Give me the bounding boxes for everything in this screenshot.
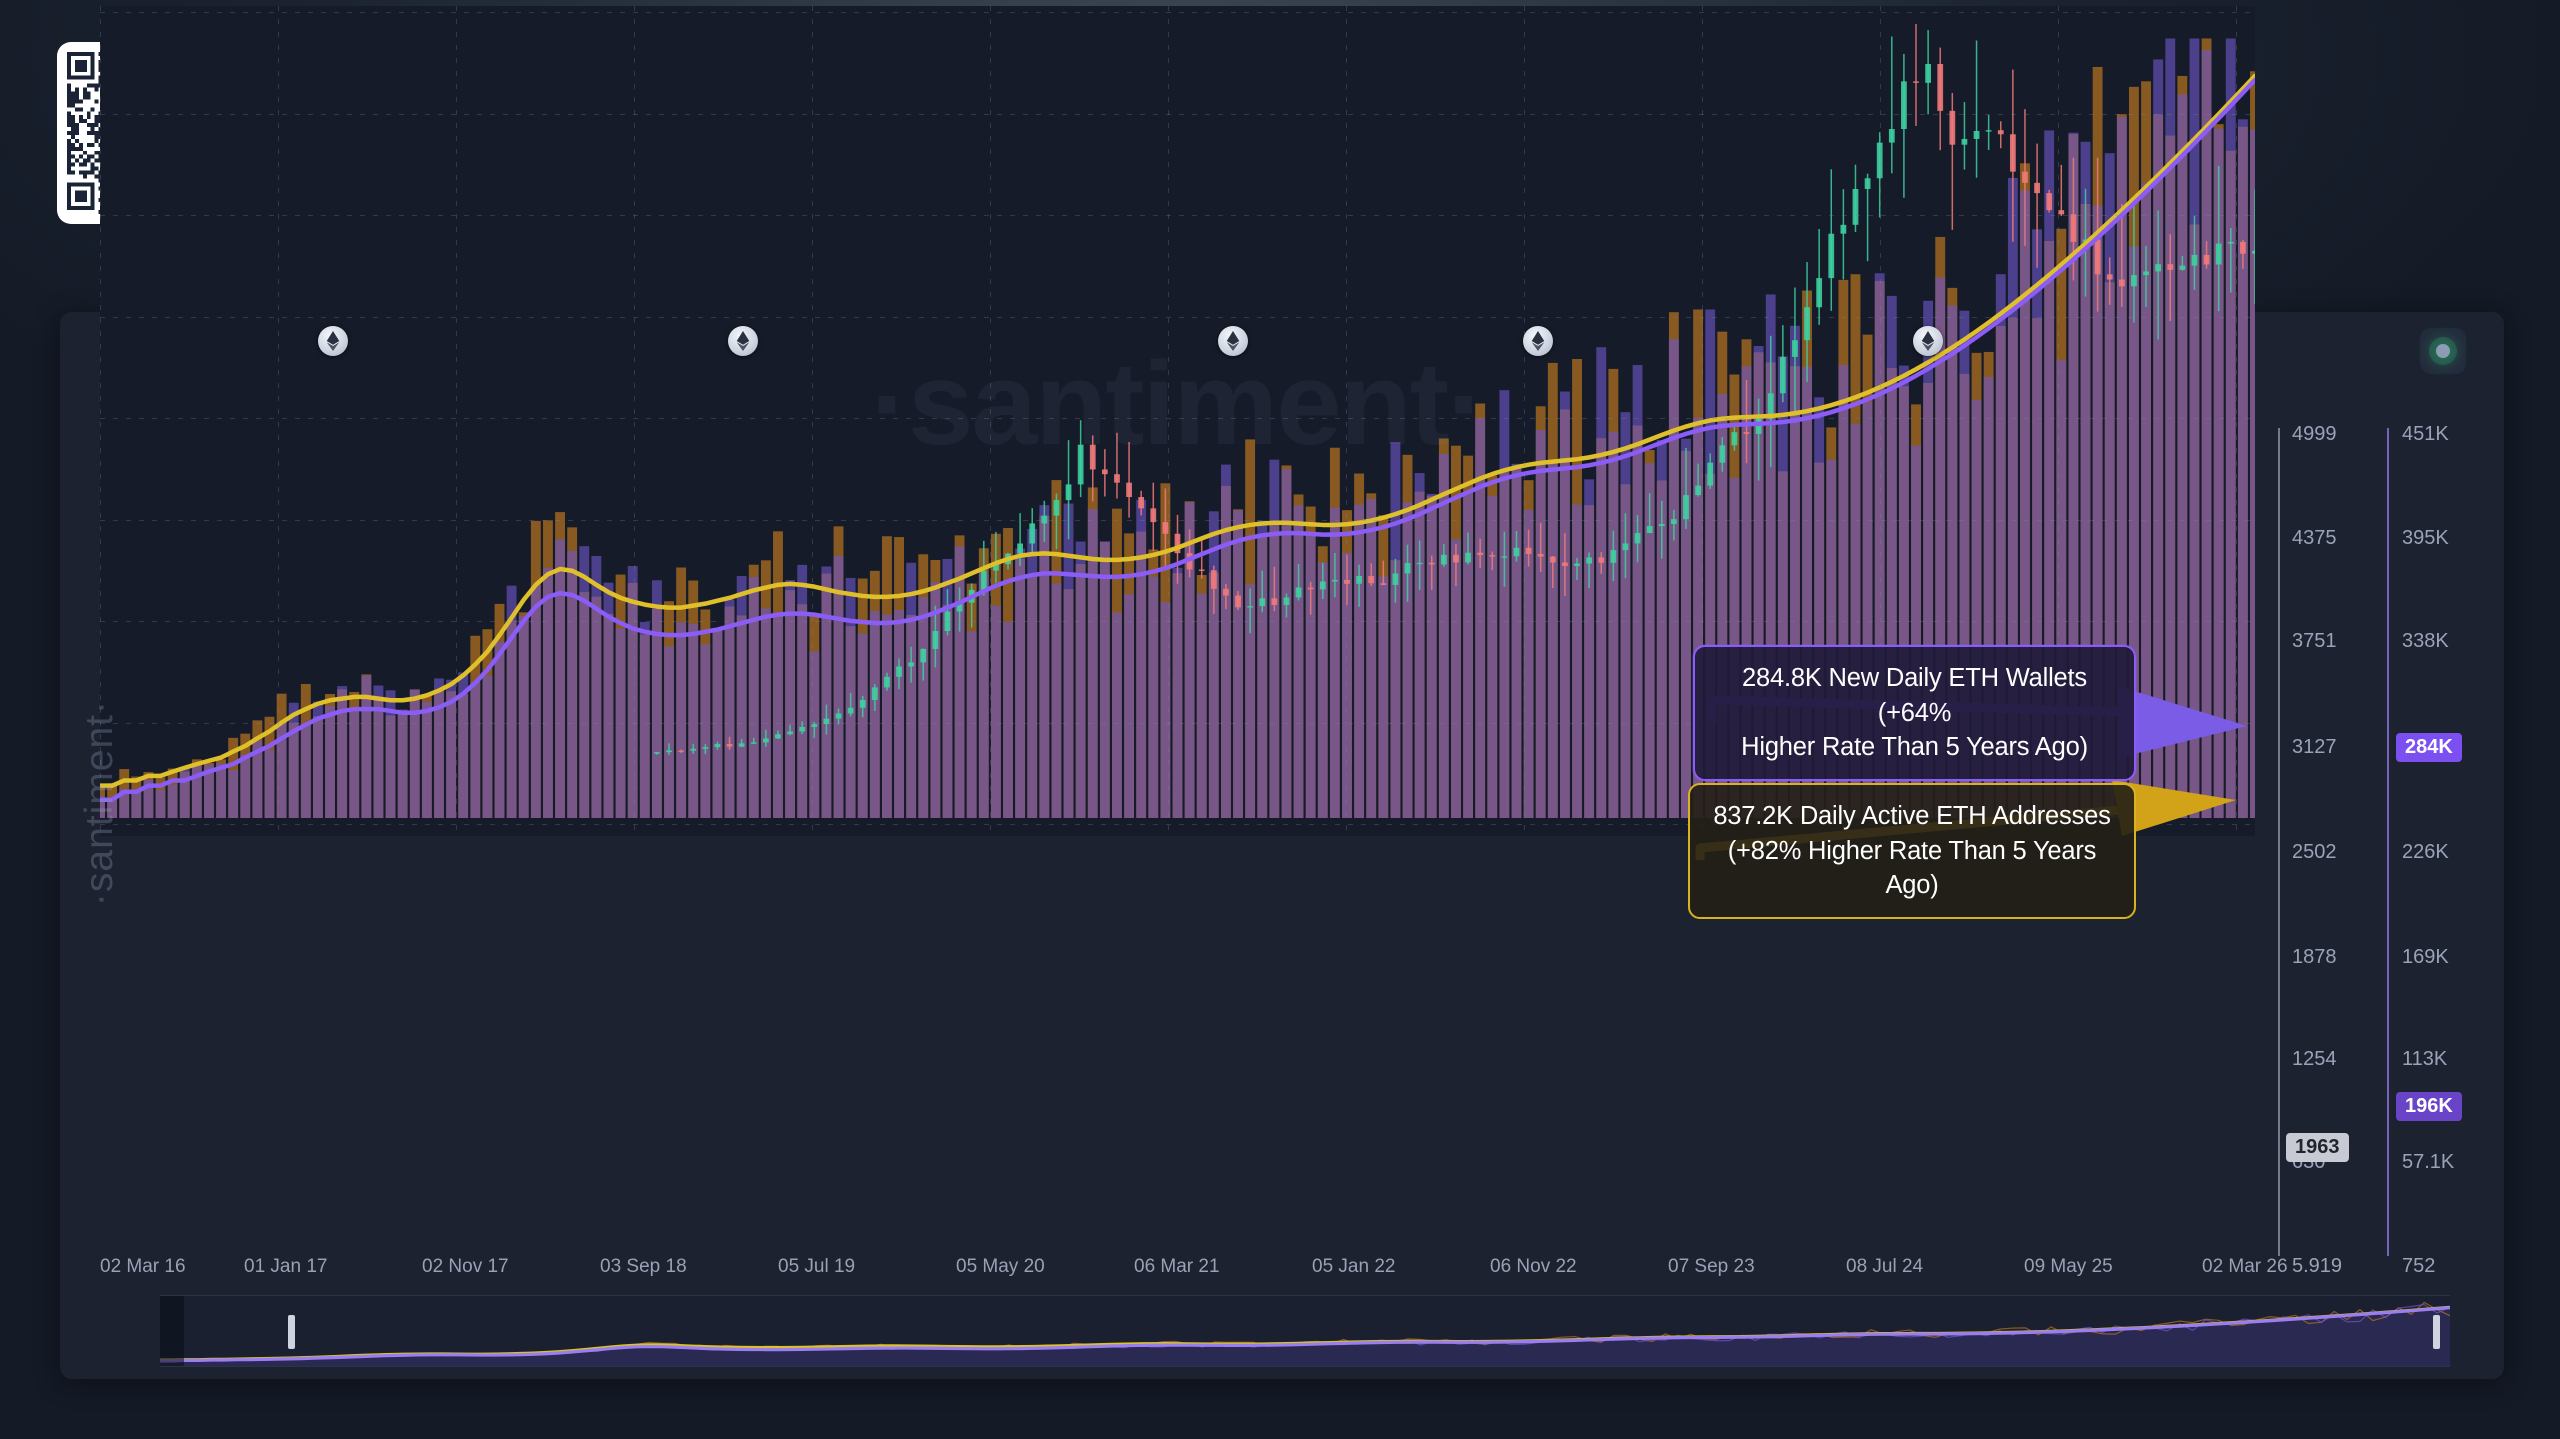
x-axis-tick: 09 May 25 xyxy=(2024,1256,2113,1277)
price-axis-tick: 3127 xyxy=(2292,735,2337,758)
gridline-h xyxy=(100,418,2255,419)
gridline-v xyxy=(990,6,991,836)
gridline-v xyxy=(1880,6,1881,836)
ethereum-icon-4 xyxy=(1913,326,1943,356)
gridline-h xyxy=(100,824,2255,825)
gridline-v xyxy=(1524,6,1525,836)
gridline-h xyxy=(100,722,2255,724)
chart-navigator[interactable] xyxy=(160,1295,2450,1367)
gridline-v xyxy=(278,6,279,836)
navigator-left-mask xyxy=(160,1296,184,1366)
x-axis-tick: 02 Mar 26 xyxy=(2202,1256,2288,1277)
chart-series-canvas xyxy=(100,23,2255,819)
price-axis-tick: 5.919 xyxy=(2292,1255,2343,1277)
gridline-v xyxy=(1702,6,1703,836)
x-axis-labels: 02 Mar 16 01 Jan 17 02 Nov 17 03 Sep 18 05 J… xyxy=(0,1256,2444,1286)
x-axis-tick: 05 May 20 xyxy=(956,1256,1045,1277)
ethereum-icon-3 xyxy=(1523,326,1553,356)
price-axis-tick: 3751 xyxy=(2292,630,2337,653)
addresses-axis-labels: 451K 395K 338K 284K 226K 169K 113K 57.1K 752 196K xyxy=(2396,420,2522,1280)
addresses-axis-tick: 338K xyxy=(2402,630,2449,653)
price-axis-tick: 4375 xyxy=(2292,526,2337,549)
chart-gridlines xyxy=(100,6,2255,836)
price-axis-labels: 4999 4375 3751 3127 2502 1878 1254 630 5.919 1963 xyxy=(2286,420,2402,1280)
gridline-v xyxy=(1346,6,1347,836)
gridline-v xyxy=(1168,6,1169,836)
gridline-v xyxy=(634,6,635,836)
gridline-v xyxy=(812,6,813,836)
addresses-axis-tick: 169K xyxy=(2402,946,2449,969)
gridline-v xyxy=(100,6,101,836)
annotation-active-addresses-line2: (+82% Higher Rate Than 5 Years Ago) xyxy=(1727,836,2097,900)
price-axis-tick: 1878 xyxy=(2292,946,2337,969)
annotation-new-wallets-line2: Higher Rate Than 5 Years Ago) xyxy=(1741,733,2088,762)
addresses-axis-tick: 57.1K xyxy=(2402,1151,2455,1174)
price-current-value-pill: 1963 xyxy=(2286,1133,2349,1163)
annotation-new-wallets-line1: 284.8K New Daily ETH Wallets (+64% xyxy=(1742,664,2087,727)
x-axis-tick: 02 Nov 17 xyxy=(422,1256,509,1277)
ethereum-icon-0 xyxy=(318,326,348,356)
x-axis-tick: 02 Mar 16 xyxy=(100,1256,186,1277)
live-status-button[interactable] xyxy=(2420,328,2466,374)
x-axis-tick: 05 Jul 19 xyxy=(778,1256,856,1277)
gridline-h xyxy=(100,621,2255,622)
moving-average-lines xyxy=(100,73,2255,802)
x-axis-tick: 06 Nov 22 xyxy=(1490,1256,1577,1277)
annotation-new-wallets: 284.8K New Daily ETH Wallets (+64% Highe… xyxy=(1693,645,2136,782)
addresses-highlight-pill-2: 196K xyxy=(2396,1091,2462,1121)
addresses-axis-line xyxy=(2387,428,2389,1256)
addresses-axis-tick: 226K xyxy=(2402,840,2449,863)
navigator-preview xyxy=(160,1301,2450,1366)
ethereum-icon-1 xyxy=(728,326,758,356)
price-axis-line xyxy=(2278,428,2280,1256)
x-axis-tick: 03 Sep 18 xyxy=(600,1256,687,1277)
x-axis-tick: 01 Jan 17 xyxy=(244,1256,328,1277)
price-axis-tick: 1254 xyxy=(2292,1047,2337,1070)
price-candles xyxy=(654,23,2255,756)
gridline-v xyxy=(456,6,457,836)
annotation-active-addresses: 837.2K Daily Active ETH Addresses (+82% … xyxy=(1688,783,2136,920)
gridline-h xyxy=(100,215,2255,216)
x-axis-tick: 07 Sep 23 xyxy=(1668,1256,1755,1277)
gridline-v xyxy=(2236,6,2237,836)
addresses-axis-tick: 752 xyxy=(2402,1255,2436,1277)
price-axis-tick: 2502 xyxy=(2292,840,2337,863)
network-growth-bars xyxy=(100,38,2255,819)
gridline-h xyxy=(100,113,2255,115)
annotation-active-addresses-line1: 837.2K Daily Active ETH Addresses xyxy=(1713,802,2111,830)
addresses-highlight-pill: 284K xyxy=(2396,732,2462,762)
x-axis-tick: 06 Mar 21 xyxy=(1134,1256,1220,1277)
ethereum-icon-2 xyxy=(1218,326,1248,356)
addresses-axis-tick: 451K xyxy=(2402,423,2449,446)
x-axis-tick: 05 Jan 22 xyxy=(1312,1256,1396,1277)
side-watermark: ·santiment· xyxy=(78,700,121,907)
navigator-handle-left[interactable] xyxy=(288,1315,295,1349)
gridline-h xyxy=(100,316,2255,318)
price-axis-tick: 4999 xyxy=(2292,423,2337,446)
addresses-axis-tick: 395K xyxy=(2402,526,2449,549)
addresses-axis-tick: 113K xyxy=(2402,1047,2448,1070)
gridline-h xyxy=(100,12,2255,13)
x-axis-tick: 08 Jul 24 xyxy=(1846,1256,1924,1277)
gridline-v xyxy=(2058,6,2059,836)
live-indicator-icon xyxy=(2436,344,2450,358)
gridline-h xyxy=(100,519,2255,521)
navigator-handle-right[interactable] xyxy=(2433,1315,2440,1349)
